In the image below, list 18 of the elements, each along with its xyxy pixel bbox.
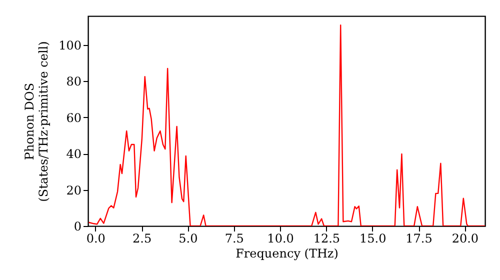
y-tick-label: 60: [66, 110, 82, 125]
y-tick-label: 80: [66, 74, 82, 89]
x-tick-label: 12.5: [313, 232, 340, 246]
x-tick-label: 5.0: [178, 232, 198, 246]
x-tick-label: 17.5: [406, 232, 432, 246]
y-tick-label: 20: [66, 183, 82, 198]
line-series: [88, 24, 485, 226]
y-tick-label: 100: [58, 38, 82, 52]
x-axis-title: Frequency (THz): [236, 246, 338, 260]
y-axis-title: Phonon DOS (States/THz·primitive cell): [22, 41, 51, 202]
y-tick-label: 0: [74, 220, 82, 234]
x-tick-label: 20.0: [452, 232, 479, 246]
x-tick-label: 0.0: [86, 232, 106, 246]
x-tick-label: 2.5: [132, 232, 152, 246]
x-tick-label: 7.5: [224, 232, 244, 246]
y-tick-label: 40: [66, 147, 82, 162]
x-tick-label: 15.0: [360, 232, 386, 246]
x-tick-label: 10.0: [267, 232, 294, 246]
